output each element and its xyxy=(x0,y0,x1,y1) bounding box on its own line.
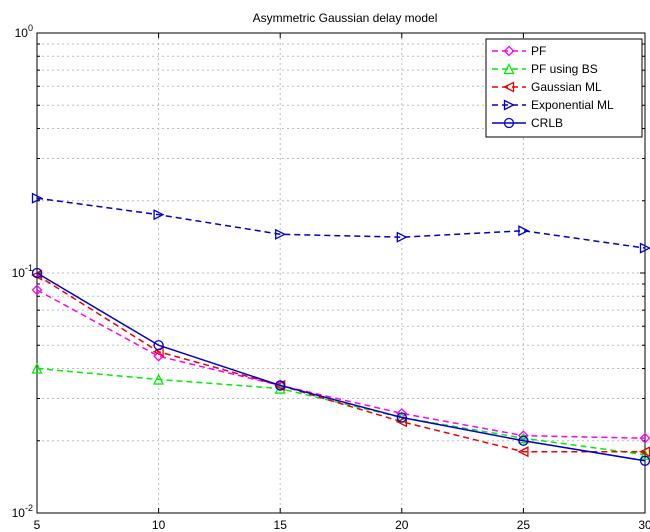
data-point-exponential-ml xyxy=(275,228,287,240)
x-tick-label: 25 xyxy=(517,518,531,532)
data-point-crlb xyxy=(518,435,529,446)
legend-label-pf: PF xyxy=(531,44,546,58)
y-tick-label-exponent: -2 xyxy=(25,503,33,513)
legend-marker-pf-using-bs xyxy=(503,63,515,75)
x-tick-label: 20 xyxy=(395,518,409,532)
y-tick-label-exponent: -1 xyxy=(25,263,33,273)
chart-title: Asymmetric Gaussian delay model xyxy=(253,11,438,25)
y-tick-label-exponent: 0 xyxy=(28,23,33,33)
data-point-exponential-ml xyxy=(396,231,408,243)
legend-label-pf-using-bs: PF using BS xyxy=(531,62,598,76)
series-line-pf xyxy=(36,289,646,439)
data-point-pf-using-bs xyxy=(517,432,529,444)
series-line-exponential-ml xyxy=(36,197,646,249)
y-tick-label-base: 10 xyxy=(15,26,29,40)
legend-label-exponential-ml: Exponential ML xyxy=(531,98,614,112)
data-point-crlb xyxy=(153,340,164,351)
series-line-pf-using-bs xyxy=(36,367,646,456)
data-point-exponential-ml xyxy=(153,209,165,221)
data-point-crlb xyxy=(396,412,407,423)
series-line-gaussian-ml xyxy=(36,274,645,453)
x-tick-label: 5 xyxy=(34,518,41,532)
legend-marker-gaussian-ml xyxy=(503,81,515,93)
series-pf-using-bs xyxy=(31,362,650,460)
y-tick-label: 10-2 xyxy=(12,503,33,520)
data-point-exponential-ml xyxy=(31,192,43,204)
series-line-crlb xyxy=(36,272,646,462)
data-point-pf xyxy=(639,432,650,444)
legend-marker-crlb xyxy=(503,117,515,129)
legend-marker-exponential-ml xyxy=(503,99,515,111)
x-tick-label: 10 xyxy=(152,518,166,532)
data-point-exponential-ml xyxy=(518,225,530,237)
y-tick-label-base: 10 xyxy=(12,506,26,520)
data-point-gaussian-ml xyxy=(395,416,407,428)
data-point-gaussian-ml xyxy=(517,446,529,458)
data-point-pf-using-bs xyxy=(31,362,43,374)
legend-box xyxy=(485,38,643,138)
legend-marker-pf xyxy=(503,45,515,57)
series-group xyxy=(31,192,650,466)
x-tick-label: 30 xyxy=(638,518,650,532)
data-point-crlb xyxy=(275,380,286,391)
x-tick-label: 15 xyxy=(274,518,288,532)
data-point-crlb xyxy=(31,267,43,279)
y-tick-label-base: 10 xyxy=(12,266,26,280)
legend-label-crlb: CRLB xyxy=(531,116,563,130)
legend: PF PF using BS Gaussian ML Exponential ML CR… xyxy=(485,38,643,138)
series-gaussian-ml xyxy=(31,269,650,458)
data-point-exponential-ml xyxy=(639,242,650,254)
data-point-pf-using-bs xyxy=(153,373,165,385)
y-tick-label: 100 xyxy=(15,23,33,40)
series-exponential-ml xyxy=(31,192,650,254)
data-point-pf xyxy=(31,284,43,296)
legend-label-gaussian-ml: Gaussian ML xyxy=(531,80,602,94)
y-tick-label: 10-1 xyxy=(12,263,33,280)
series-pf xyxy=(31,284,650,444)
